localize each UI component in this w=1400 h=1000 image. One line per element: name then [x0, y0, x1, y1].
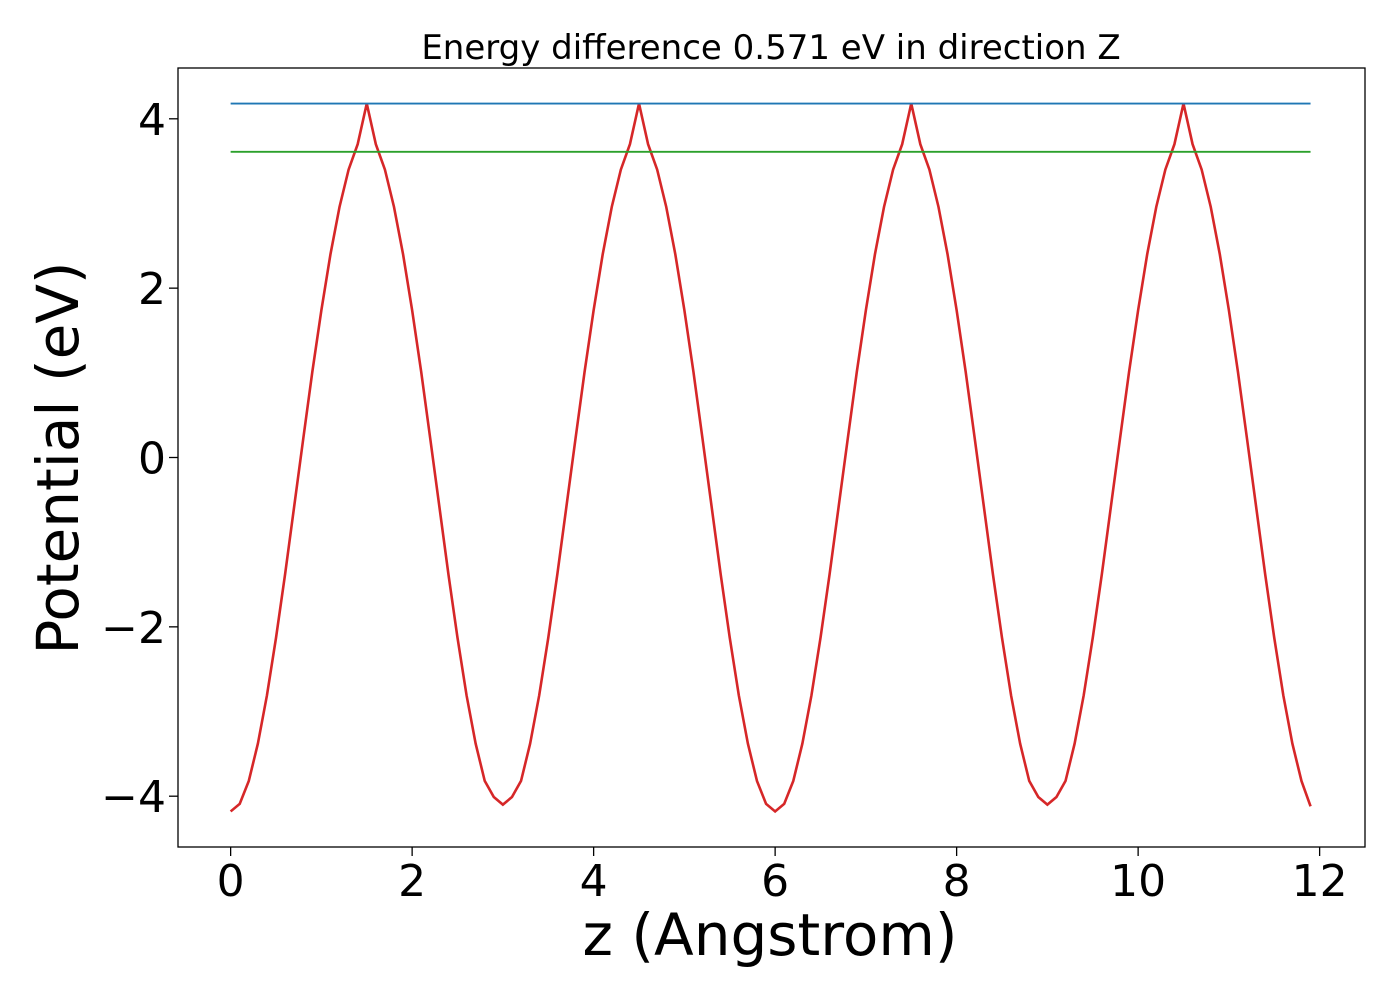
y-tick-label: 4 [138, 95, 166, 146]
y-axis-label: Potential (eV) [24, 261, 92, 654]
plot-area [229, 102, 1312, 814]
y-tick-label: 2 [138, 264, 166, 315]
y-tick-label: −4 [101, 772, 166, 823]
x-axis-label: z (Angstrom) [583, 901, 958, 969]
series-line-0 [229, 103, 1312, 814]
x-axis: 0 2 4 6 8 10 12 [217, 847, 1348, 907]
x-tick-label: 8 [943, 856, 971, 907]
y-tick-label: 0 [138, 434, 166, 485]
x-tick-label: 4 [580, 856, 608, 907]
x-tick-label: 6 [761, 856, 789, 907]
x-tick-label: 0 [217, 856, 245, 907]
x-tick-label: 2 [398, 856, 426, 907]
chart-title: Energy difference 0.571 eV in direction … [421, 28, 1120, 68]
y-tick-label: −2 [101, 603, 166, 654]
y-axis: −4 −2 0 2 4 [101, 95, 178, 823]
x-tick-label: 10 [1110, 856, 1166, 907]
x-tick-label: 12 [1292, 856, 1348, 907]
plot-frame [177, 67, 1366, 848]
